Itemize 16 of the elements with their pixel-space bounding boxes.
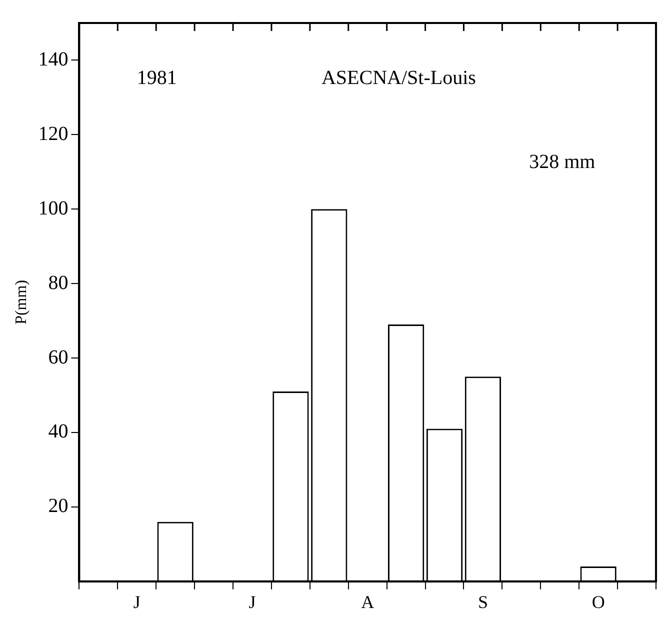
x-tick-label: A — [361, 592, 374, 612]
x-tick-label: J — [248, 592, 256, 612]
y-tick-label: 140 — [38, 48, 68, 70]
y-tick-label: 120 — [38, 122, 68, 145]
y-axis-title: P(mm) — [12, 280, 30, 324]
annotation: 328 mm — [529, 150, 596, 173]
annotation: ASECNA/St-Louis — [321, 67, 476, 90]
x-tick-label: S — [478, 592, 488, 612]
y-tick-label: 40 — [48, 420, 68, 443]
y-tick-label: 100 — [38, 197, 68, 220]
annotation: 1981 — [136, 67, 177, 90]
x-tick-label: J — [133, 592, 140, 612]
x-tick-label: O — [592, 592, 605, 612]
y-tick-label: 60 — [48, 346, 68, 368]
y-tick-label: 80 — [48, 272, 68, 294]
y-tick-label: 20 — [48, 495, 68, 518]
